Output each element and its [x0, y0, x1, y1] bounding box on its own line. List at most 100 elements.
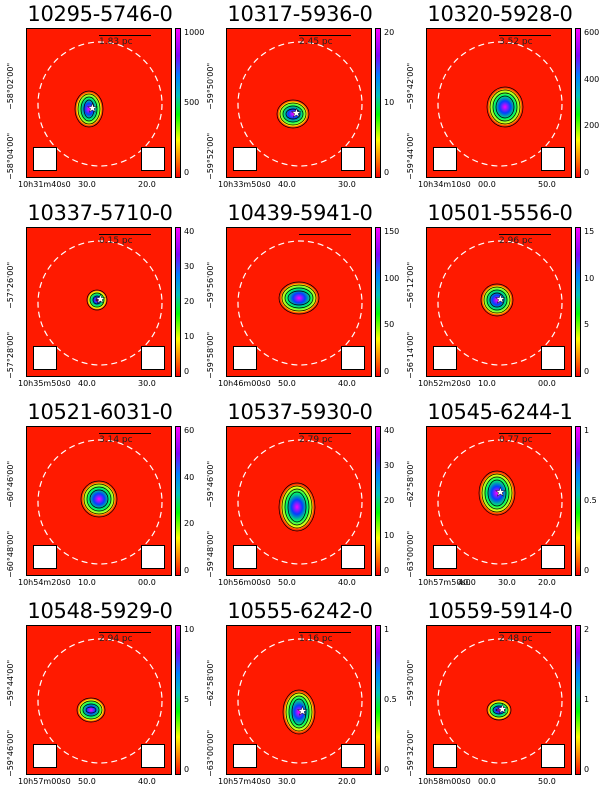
dec-tick: −59°30'00": [406, 659, 415, 707]
intensity-map: ★ 2.45 pc: [226, 28, 372, 178]
colorbar-tick: 40: [184, 473, 195, 482]
ra-tick: 50.0: [538, 180, 556, 189]
beam-icon: [341, 545, 365, 569]
colorbar-tick: 10: [184, 332, 195, 341]
ra-tick: 10h58m00s0: [418, 777, 471, 786]
ra-tick: 20.0: [538, 578, 556, 587]
colorbar: [375, 426, 381, 576]
panel-title: 10320-5928-0: [427, 2, 573, 26]
colorbar-tick: 0: [184, 765, 190, 774]
ra-tick: 00.0: [478, 180, 496, 189]
panel-title: 10295-5746-0: [27, 2, 173, 26]
colorbar: [575, 625, 581, 775]
colorbar-tick: 500: [184, 98, 200, 107]
map-panel: 10548-5929-0 2.94 pc 10 5 0 −59°44'00" −59°46'…: [0, 597, 200, 796]
panel-title: 10439-5941-0: [227, 201, 373, 225]
colorbar-tick: 0: [584, 168, 590, 177]
dec-tick: −57°26'00": [6, 261, 15, 309]
colorbar: [575, 227, 581, 377]
beam-icon: [233, 147, 257, 171]
panel-title: 10555-6242-0: [227, 599, 373, 623]
beam-icon: [433, 147, 457, 171]
ra-tick: 40.0: [338, 379, 356, 388]
colorbar: [575, 28, 581, 178]
colorbar-tick: 0: [184, 566, 190, 575]
map-panel: 10555-6242-0 ★ 1.16 pc 1 0.5 0 −62°58'00" −63°0…: [200, 597, 400, 796]
colorbar-tick: 150: [384, 227, 400, 236]
panel-title: 10337-5710-0: [27, 201, 173, 225]
ra-tick: 30.0: [278, 777, 296, 786]
beam-icon: [141, 744, 165, 768]
scale-bar: 1.16 pc: [299, 632, 351, 644]
dec-tick: −59°44'00": [406, 132, 415, 180]
ra-tick: 00.0: [138, 578, 156, 587]
colorbar-tick: 0: [184, 168, 190, 177]
ra-tick: 50.0: [278, 578, 296, 587]
ra-tick: 50.0: [278, 379, 296, 388]
dec-tick: −59°44'00": [6, 659, 15, 707]
colorbar-tick: 40: [384, 426, 395, 435]
colorbar-tick: 100: [384, 274, 400, 283]
ra-tick: 40.0: [458, 578, 476, 587]
intensity-map: 3.52 pc: [426, 28, 572, 178]
colorbar-tick: 5: [184, 695, 190, 704]
intensity-map: ★ 1.83 pc: [26, 28, 172, 178]
dec-tick: −59°56'00": [206, 261, 215, 309]
ra-tick: 40.0: [138, 777, 156, 786]
scale-bar: 1.83 pc: [99, 35, 151, 47]
map-panel: 10337-5710-0 ★ 0.15 pc 40 30 20 10 0 −57°26'00" −…: [0, 199, 200, 398]
ra-tick: 10h54m20s0: [18, 578, 71, 587]
ra-tick: 10.0: [78, 578, 96, 587]
beam-icon: [433, 545, 457, 569]
ra-tick: 10h57m40s0: [218, 777, 271, 786]
dec-tick: −59°58'00": [206, 331, 215, 379]
panel-title: 10521-6031-0: [27, 400, 173, 424]
dec-tick: −63°00'00": [206, 729, 215, 777]
beam-icon: [141, 346, 165, 370]
map-panel: 10545-6244-1 ★ 0.77 pc 1 0.5 0 −62°58'00" −63°0…: [400, 398, 600, 597]
intensity-map: ★ 0.77 pc: [426, 426, 572, 576]
colorbar-tick: 0.5: [584, 496, 597, 505]
ra-tick: 10h35m50s0: [18, 379, 71, 388]
beam-icon: [33, 744, 57, 768]
intensity-map: ★ 2.48 pc: [426, 625, 572, 775]
dec-tick: −63°00'00": [406, 530, 415, 578]
colorbar-tick: 0: [384, 566, 390, 575]
colorbar-tick: 0: [584, 367, 590, 376]
colorbar-tick: 60: [184, 426, 195, 435]
intensity-map: [226, 227, 372, 377]
ra-tick: 10.0: [478, 379, 496, 388]
panel-title: 10501-5556-0: [427, 201, 573, 225]
dec-tick: −59°50'00": [206, 62, 215, 110]
svg-text:★: ★: [495, 485, 506, 499]
ra-tick: 10h56m00s0: [218, 578, 271, 587]
dec-tick: −59°46'00": [6, 729, 15, 777]
colorbar-tick: 20: [384, 496, 395, 505]
scale-bar: 2.45 pc: [299, 35, 351, 47]
intensity-map: 2.79 pc: [226, 426, 372, 576]
colorbar: [175, 625, 181, 775]
colorbar-tick: 2: [584, 625, 590, 634]
dec-tick: −56°14'00": [406, 331, 415, 379]
colorbar-tick: 0: [584, 765, 590, 774]
ra-tick: 00.0: [538, 379, 556, 388]
colorbar: [375, 227, 381, 377]
beam-icon: [541, 147, 565, 171]
beam-icon: [141, 545, 165, 569]
map-panel: 10521-6031-0 3.14 pc 60 40 20 0 −60°46'00" −60°…: [0, 398, 200, 597]
ra-tick: 10h33m50s0: [218, 180, 271, 189]
beam-icon: [541, 545, 565, 569]
ra-tick: 20.0: [338, 777, 356, 786]
colorbar-tick: 5: [584, 320, 590, 329]
map-panel: 10501-5556-0 ★ 2.96 pc 15 10 5 0 −56°12'00" −56°…: [400, 199, 600, 398]
colorbar-tick: 50: [384, 320, 395, 329]
colorbar-tick: 40: [184, 227, 195, 236]
dec-tick: −59°32'00": [406, 729, 415, 777]
svg-text:★: ★: [95, 292, 106, 306]
colorbar-tick: 1: [384, 625, 390, 634]
colorbar-tick: 30: [384, 461, 395, 470]
ra-tick: 10h46m00s0: [218, 379, 271, 388]
colorbar-tick: 0: [584, 566, 590, 575]
map-panel: 10559-5914-0 ★ 2.48 pc 2 1 0 −59°30'00" −59°32'…: [400, 597, 600, 796]
ra-tick: 20.0: [138, 180, 156, 189]
